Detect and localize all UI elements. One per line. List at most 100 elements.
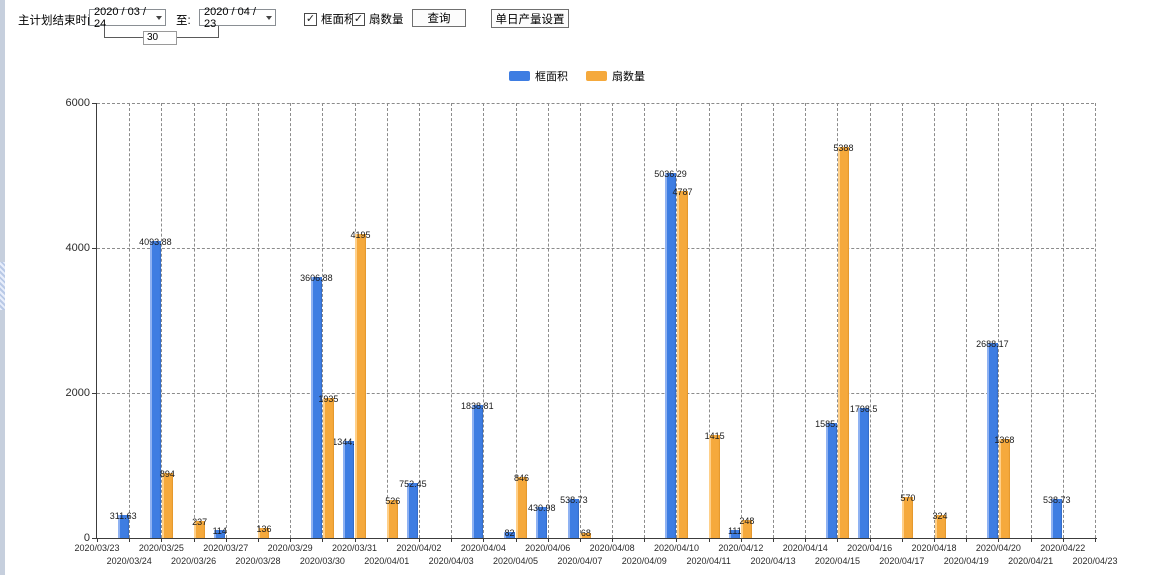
bar-chart-plot-area: 0 2000 4000 6000 2020/03/23 2020/03/24 2020/03…: [66, 97, 1118, 566]
x-axis-date-label: 2020/04/08: [589, 543, 635, 553]
gridline-vertical: [773, 103, 775, 538]
bar-value-label: 1798.5: [849, 403, 878, 414]
x-axis-date-label: 2020/04/16: [847, 543, 893, 553]
x-axis-tick: [1095, 538, 1096, 542]
checkbox-group-fans[interactable]: ✓ 扇数量: [352, 11, 404, 27]
date-to-dropdown-arrow-icon[interactable]: [263, 10, 275, 25]
bar-area: [986, 343, 998, 538]
gridline-vertical: [901, 103, 903, 538]
x-axis-tick: [451, 538, 453, 542]
x-axis-line: [95, 538, 1097, 539]
bar-area: [117, 515, 129, 538]
x-axis-tick: [644, 538, 646, 542]
x-axis-date-label: 2020/04/15: [814, 556, 860, 566]
area-checkbox[interactable]: ✓: [304, 12, 317, 26]
y-axis-tick: [92, 538, 97, 539]
bar-value-label: 1838.81: [461, 400, 494, 411]
bar-value-label: 4195: [350, 229, 371, 240]
date-from-dropdown-arrow-icon[interactable]: [153, 10, 165, 25]
x-axis-date-label: 2020/03/24: [106, 556, 152, 566]
bar-area: [858, 407, 870, 538]
legend-item-area: 框面积: [509, 68, 568, 84]
x-axis-tick: [483, 538, 485, 542]
legend-label-fans: 扇数量: [612, 71, 645, 83]
gridline-vertical: [966, 103, 968, 538]
x-axis-tick: [354, 538, 356, 542]
x-axis-tick: [322, 538, 324, 542]
gridline-vertical: [1095, 103, 1096, 538]
fans-checkbox[interactable]: ✓: [352, 12, 365, 26]
date-to-picker[interactable]: 2020 / 04 / 23: [199, 6, 276, 30]
gridline-vertical: [193, 103, 195, 538]
bar-area: [504, 532, 516, 538]
bar-value-label: 114: [212, 525, 227, 536]
bar-area: [825, 423, 837, 538]
x-axis-date-label: 2020/03/25: [138, 543, 184, 553]
bar-area: [149, 241, 161, 538]
bar-value-label: 324: [932, 510, 948, 521]
gridline-vertical: [998, 103, 1000, 538]
bar-area: [568, 498, 580, 538]
x-axis-tick: [129, 538, 131, 542]
bar-value-label: 5036.29: [654, 168, 687, 179]
query-button[interactable]: 查询: [412, 9, 466, 27]
gridline-vertical: [934, 103, 936, 538]
x-axis-date-label: 2020/03/29: [267, 543, 313, 553]
bar-fans: [580, 533, 592, 538]
gridline-horizontal: [97, 103, 1094, 104]
gridline-vertical: [451, 103, 453, 538]
daily-output-settings-button[interactable]: 单日产量设置: [491, 9, 569, 28]
x-axis-date-label: 2020/04/09: [621, 556, 667, 566]
x-axis-date-label: 2020/04/20: [975, 543, 1021, 553]
window-edge-hatch: [0, 262, 5, 310]
bar-value-label: 846: [514, 472, 530, 483]
y-axis-tick-label: 6000: [65, 97, 90, 109]
x-axis-date-label: 2020/04/07: [557, 556, 603, 566]
bar-value-label: 3606.88: [300, 272, 333, 283]
gridline-vertical: [547, 103, 549, 538]
x-axis-tick: [97, 538, 98, 542]
bar-value-label: 237: [192, 516, 208, 527]
x-axis-tick: [515, 538, 517, 542]
x-axis-date-label: 2020/04/10: [653, 543, 699, 553]
y-axis-tick: [92, 248, 97, 249]
x-axis-date-label: 2020/03/28: [235, 556, 281, 566]
bar-area: [310, 276, 322, 538]
x-axis-tick: [257, 538, 259, 542]
gridline-vertical: [225, 103, 227, 538]
legend-label-area: 框面积: [535, 71, 568, 83]
bar-area: [214, 529, 226, 538]
x-axis-tick: [869, 538, 871, 542]
gridline-vertical: [129, 103, 131, 538]
gridline-vertical: [386, 103, 388, 538]
date-from-picker[interactable]: 2020 / 03 / 24: [89, 6, 166, 30]
y-axis-tick-label: 4000: [65, 242, 90, 254]
connector-line-left-vertical: [104, 26, 105, 38]
bar-value-label: 1935: [318, 393, 339, 404]
gridline-vertical: [579, 103, 581, 538]
x-axis-tick: [998, 538, 1000, 542]
bar-value-label: 538.73: [1043, 494, 1071, 505]
window-edge-strip: [0, 0, 5, 575]
x-axis-tick: [676, 538, 678, 542]
x-axis-date-label: 2020/03/26: [171, 556, 217, 566]
x-axis-date-label: 2020/04/06: [525, 543, 571, 553]
bar-value-label: 4093.88: [139, 237, 172, 248]
bar-value-label: 248: [739, 516, 755, 527]
bar-value-label: 894: [159, 469, 175, 480]
date-to-value: 2020 / 04 / 23: [204, 5, 256, 30]
x-axis-tick: [901, 538, 903, 542]
x-axis-date-label: 2020/03/31: [332, 543, 378, 553]
x-axis-tick: [708, 538, 710, 542]
gridline-vertical: [290, 103, 292, 538]
chart-legend: 框面积 扇数量: [509, 68, 645, 84]
gridline-horizontal: [97, 248, 1094, 249]
x-axis-tick: [547, 538, 549, 542]
x-axis-date-label: 2020/04/12: [718, 543, 764, 553]
x-axis-tick: [740, 538, 742, 542]
interval-days-input[interactable]: 30: [143, 31, 177, 45]
checkbox-group-area[interactable]: ✓ 框面积: [304, 11, 356, 27]
legend-item-fans: 扇数量: [586, 68, 645, 84]
end-time-label: 主计划结束时间:: [18, 15, 102, 27]
legend-swatch-blue: [509, 71, 530, 81]
